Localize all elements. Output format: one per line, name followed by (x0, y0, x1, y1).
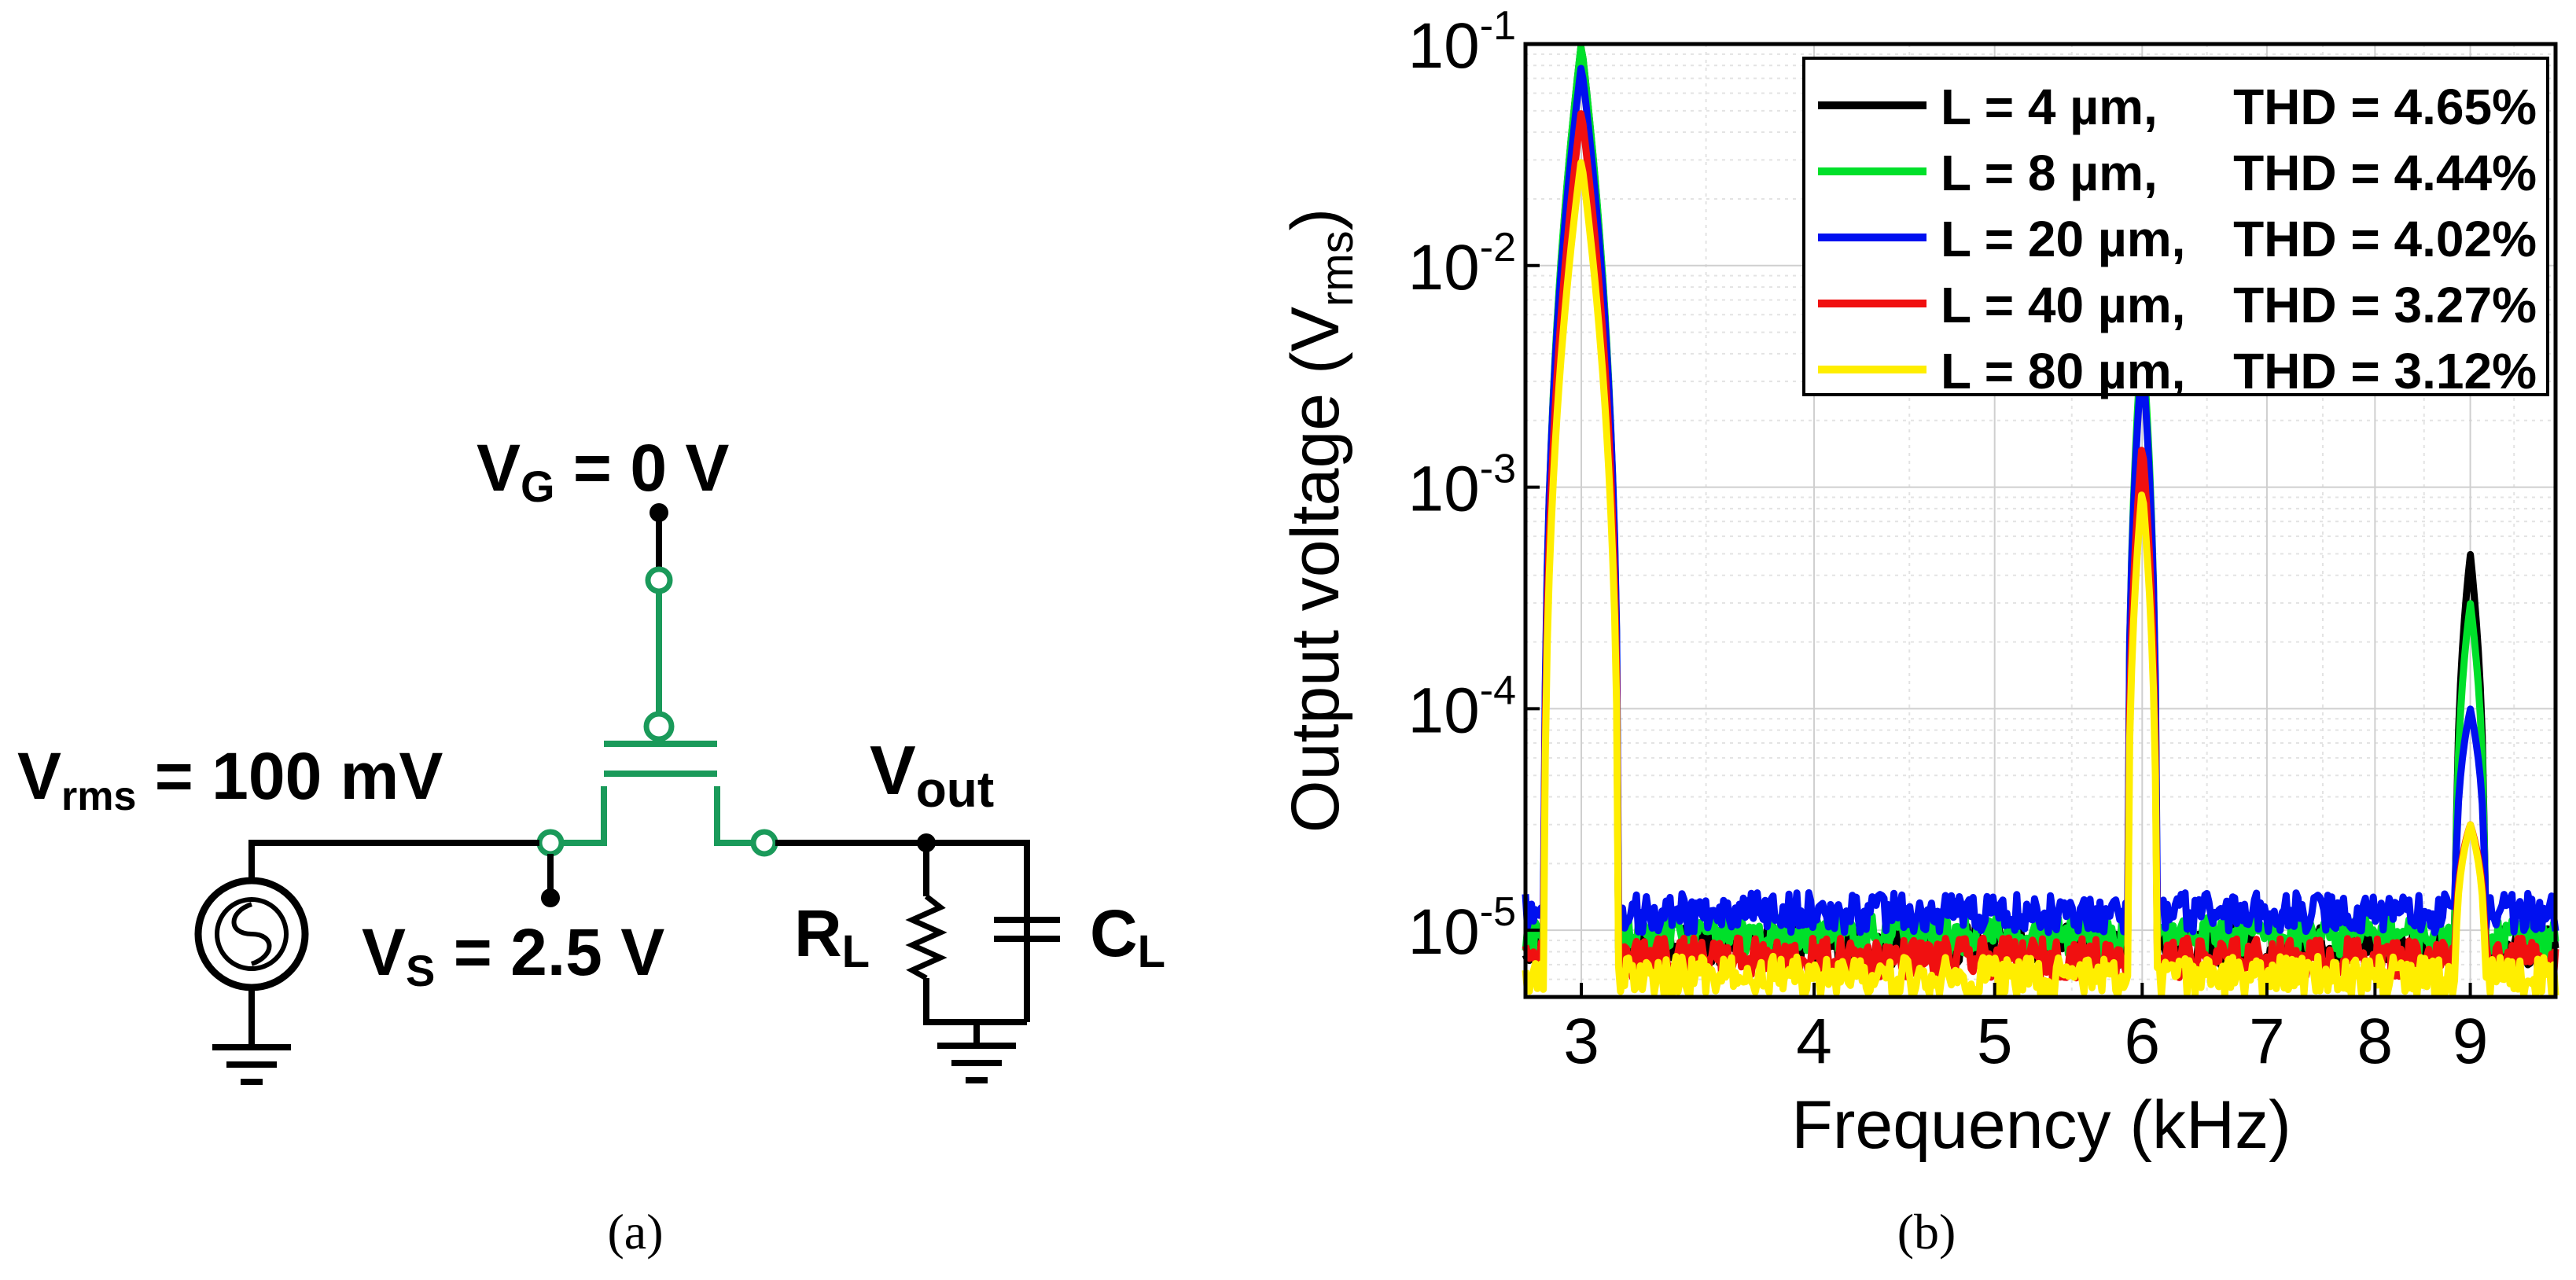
series-line (1522, 159, 2559, 999)
legend-series-name: L = 40 µm, (1941, 277, 2185, 333)
y-axis-label: Output voltage (Vrms) (1278, 208, 1363, 833)
y-tick-label: 10-2 (1408, 225, 1516, 303)
legend-series-name: L = 4 µm, (1941, 79, 2158, 135)
y-tick-label: 10-5 (1408, 889, 1516, 968)
circuit-schematic: VG = 0 V Vrms = 100 mV VS = 2.5 V Vout R… (17, 431, 1165, 1085)
resistor-wire-bottom (923, 978, 1027, 1025)
resistor-icon (905, 894, 948, 981)
x-tick-label: 3 (1563, 1006, 1599, 1077)
x-tick-label: 7 (2249, 1006, 2285, 1077)
legend-thd-value: THD = 4.02% (2233, 211, 2537, 267)
chart-series (1522, 43, 2559, 999)
legend-box (1802, 57, 2549, 396)
legend-series-name: L = 8 µm, (1941, 145, 2158, 201)
source-node-open (536, 829, 565, 857)
y-tick-label: 10-4 (1408, 668, 1516, 746)
x-tick-label: 8 (2357, 1006, 2394, 1077)
series-line (1522, 64, 2559, 936)
x-tick-label: 6 (2125, 1006, 2161, 1077)
plot-frame (1523, 42, 2558, 999)
gate-bubble (643, 711, 675, 742)
drain-node-open (750, 829, 778, 857)
legend-thd-value: THD = 3.27% (2233, 277, 2537, 333)
legend-series-name: L = 20 µm, (1941, 211, 2185, 267)
x-tick-label: 9 (2453, 1006, 2489, 1077)
cl-label: CL (1090, 896, 1165, 977)
legend-series-name: L = 80 µm, (1941, 343, 2185, 399)
chart-ticks: 10-5 10-4 10-3 10-2 10-1 3 4 5 6 7 8 9 (1408, 3, 2489, 1077)
panel-b-caption: (b) (1897, 1204, 1956, 1260)
x-tick-label: 4 (1796, 1006, 1832, 1077)
panel-a-caption: (a) (607, 1204, 663, 1260)
vs-terminal-dot (541, 888, 560, 907)
vg-label: VG = 0 V (477, 431, 729, 511)
ground-icon (212, 1044, 291, 1085)
legend-thd-value: THD = 4.65% (2233, 79, 2537, 135)
vout-label: Vout (870, 731, 994, 818)
vs-label: VS = 2.5 V (362, 915, 664, 995)
sine-wave-icon (231, 902, 272, 966)
x-tick-label: 5 (1977, 1006, 2013, 1077)
ac-source-inner (215, 897, 289, 971)
legend-thd-value: THD = 4.44% (2233, 145, 2537, 201)
spectrum-chart: 10-5 10-4 10-3 10-2 10-1 3 4 5 6 7 8 9 L = 4 µm, THD… (1278, 3, 2559, 1163)
source-wire (248, 840, 539, 881)
legend-thd-value: THD = 3.12% (2233, 343, 2537, 399)
rl-label: RL (794, 896, 870, 977)
transistor-channel (560, 786, 607, 846)
y-tick-label: 10-1 (1408, 3, 1516, 82)
chart-legend: L = 4 µm, THD = 4.65% L = 8 µm, THD = 4.44%… (1802, 57, 2549, 399)
ground-icon (937, 1043, 1016, 1083)
transistor-channel-right (714, 786, 755, 846)
gate-node-open (645, 566, 673, 594)
x-axis-label: Frequency (kHz) (1791, 1087, 2291, 1163)
gate-terminal-dot (650, 503, 668, 522)
y-tick-label: 10-3 (1408, 447, 1516, 525)
vrms-label: Vrms = 100 mV (17, 739, 443, 819)
